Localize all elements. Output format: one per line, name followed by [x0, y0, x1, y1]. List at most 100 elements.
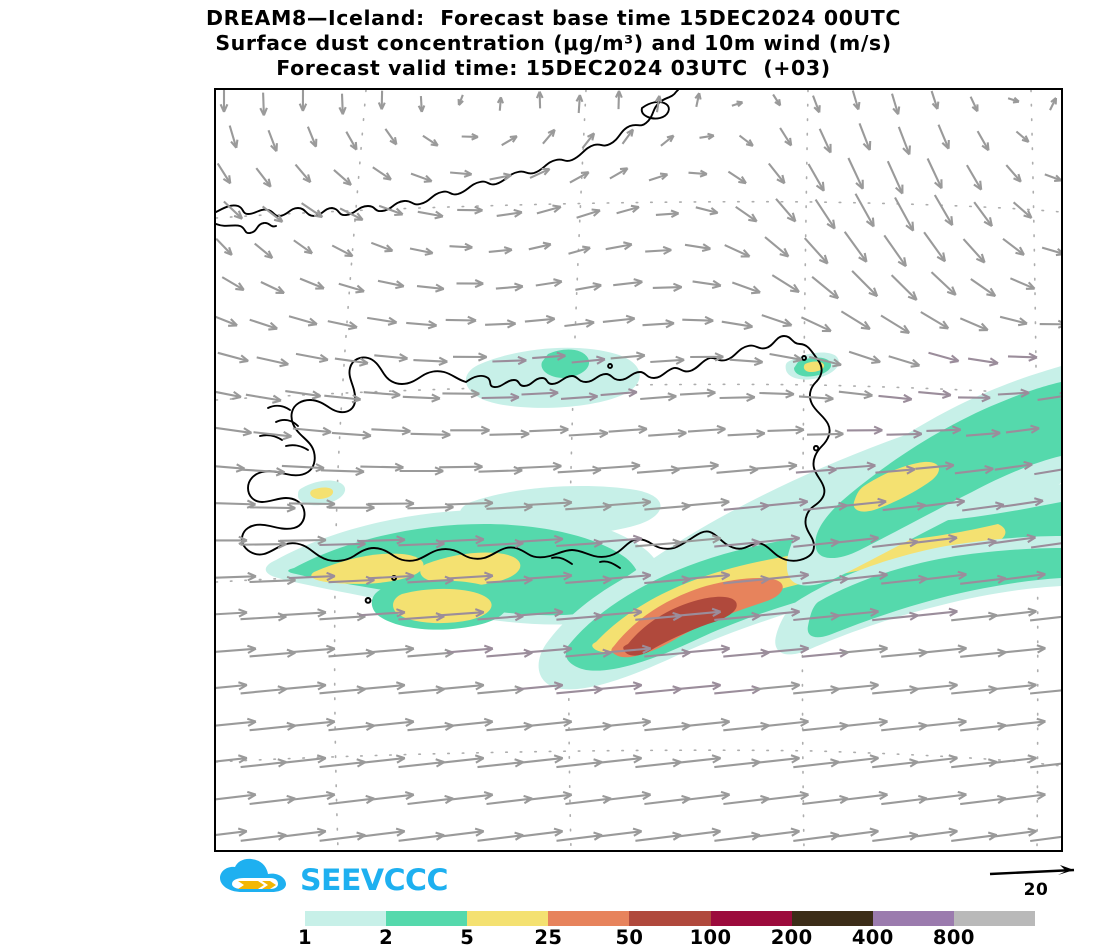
wind-arrow-shaft — [240, 687, 287, 695]
wind-arrow-shaft — [851, 90, 860, 110]
wind-arrow-shaft — [216, 162, 232, 184]
wind-arrow-shaft — [481, 396, 519, 400]
wind-arrow-shaft — [683, 793, 730, 802]
wind-arrow-shaft — [565, 578, 612, 584]
wind-arrow-head — [748, 213, 758, 223]
wind-arrow-head — [1054, 174, 1061, 182]
wind-arrow-head — [1012, 96, 1020, 104]
wind-arrow-head — [395, 827, 406, 837]
wind-arrow-head — [582, 245, 591, 254]
wind-arrow-head — [852, 101, 861, 111]
wind-arrow-shaft — [872, 687, 919, 695]
wind-arrow-head — [892, 106, 901, 115]
wind-arrow-head — [230, 139, 239, 149]
wind-arrow-shaft — [413, 359, 448, 363]
wind-arrow-shaft — [883, 234, 907, 267]
wind-arrow-head — [235, 282, 245, 291]
wind-arrow-shaft — [1030, 762, 1061, 769]
wind-arrow-shaft — [616, 205, 640, 215]
wind-arrow-shaft — [997, 391, 1030, 396]
map-plot-panel[interactable] — [214, 88, 1063, 852]
wind-arrow-shaft — [951, 834, 998, 842]
wind-arrow-shaft — [410, 432, 451, 436]
wind-arrow-head — [782, 318, 793, 328]
wind-arrow-shaft — [621, 128, 634, 145]
wind-arrow-head — [552, 461, 562, 471]
wind-arrow-shaft — [802, 724, 849, 732]
wind-arrow-shaft — [767, 162, 786, 184]
greenland-inlet — [216, 221, 277, 235]
wind-arrow-head — [790, 754, 801, 764]
wind-arrow-head — [259, 107, 268, 116]
wind-arrow-shaft — [650, 358, 685, 364]
wind-arrow-head — [1020, 388, 1030, 398]
wind-arrow-shaft — [721, 320, 753, 328]
wind-arrow-head — [424, 247, 434, 256]
wind-arrow-shaft — [571, 358, 606, 364]
wind-arrow-shaft — [965, 164, 983, 191]
wind-arrow-shaft — [840, 310, 871, 330]
wind-arrow-head — [307, 317, 318, 327]
wind-arrow-head — [869, 754, 880, 764]
wind-arrow-shaft — [285, 390, 321, 398]
wind-arrow-shaft — [951, 687, 998, 695]
wind-arrow-shaft — [538, 91, 542, 109]
wind-arrow-shaft — [410, 172, 433, 183]
wind-arrow-shaft — [319, 615, 366, 621]
wind-arrow-shaft — [951, 540, 997, 549]
wind-arrow-shaft — [306, 126, 317, 148]
wind-arrow-shaft — [764, 236, 790, 258]
wind-arrow-shaft — [529, 167, 551, 179]
wind-arrow-head — [303, 245, 314, 255]
wind-arrow-head — [277, 539, 287, 549]
wind-arrow-shaft — [486, 578, 533, 584]
seevccc-logo-svg: SEEVCCC — [220, 858, 449, 897]
wind-arrow-head — [232, 390, 242, 401]
wind-arrow-shaft — [358, 538, 405, 543]
wind-arrow-head — [711, 681, 722, 691]
wind-arrow-head — [342, 177, 352, 186]
wind-arrow-shaft — [564, 321, 595, 328]
wind-arrow-head — [1017, 317, 1028, 327]
title-line-variable: Surface dust concentration (μg/m³) and 1… — [215, 31, 892, 55]
wind-arrow-shaft — [918, 391, 951, 397]
wind-arrow-head — [438, 356, 448, 366]
wind-arrow-head — [813, 105, 821, 114]
wind-arrow-head — [832, 358, 842, 368]
wind-arrow-shaft — [216, 575, 257, 579]
wind-arrow-head — [395, 754, 406, 764]
wind-arrow-shaft — [645, 248, 672, 253]
wind-arrow-head — [535, 91, 544, 99]
wind-arrow-shaft — [872, 760, 919, 769]
wind-arrow-shaft — [960, 651, 1007, 658]
wind-arrow-shaft — [727, 170, 747, 185]
wind-arrow-head — [1030, 424, 1040, 434]
wind-arrow-shaft — [838, 390, 873, 397]
wind-arrow-head — [785, 389, 795, 399]
wind-arrow-head — [704, 315, 714, 326]
wind-arrow-shaft — [818, 128, 832, 154]
wind-arrow-head — [549, 388, 559, 398]
wind-arrow-shaft — [847, 157, 864, 190]
concentration-colorbar[interactable] — [305, 911, 1035, 926]
wind-arrow-head — [641, 790, 652, 801]
wind-arrow-head — [786, 212, 797, 223]
wind-arrow-shaft — [613, 280, 643, 287]
wind-arrow-head — [720, 717, 731, 727]
wind-arrow-head — [877, 497, 887, 507]
wind-arrow-shaft — [525, 793, 572, 801]
wind-arrow-head — [222, 175, 232, 185]
wind-arrow-shaft — [328, 797, 375, 806]
wind-arrow-shaft — [894, 196, 915, 232]
wind-arrow-head — [1025, 281, 1036, 290]
wind-arrow-shaft — [967, 357, 999, 365]
wind-arrow-head — [316, 754, 327, 764]
wind-arrow-head — [405, 498, 415, 509]
colorbar-tick-label: 2 — [379, 926, 394, 949]
wind-arrow-head — [238, 535, 248, 545]
wind-arrow-shaft — [999, 647, 1046, 654]
wind-arrow-shaft — [642, 322, 675, 327]
wind-arrow-head — [868, 287, 879, 298]
wind-arrow-shaft — [280, 684, 326, 691]
wind-arrow-head — [1027, 827, 1037, 837]
